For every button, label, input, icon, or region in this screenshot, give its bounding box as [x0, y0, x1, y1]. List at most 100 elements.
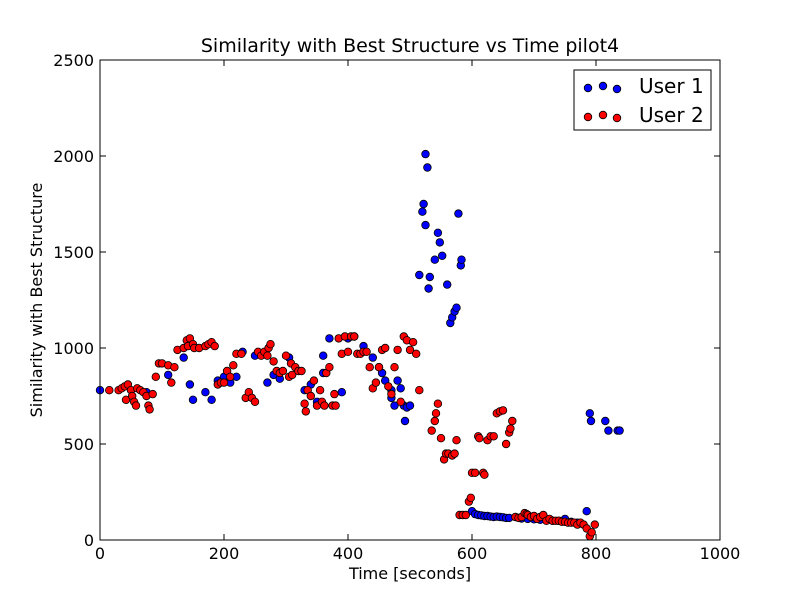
scatter-point-series-1 — [435, 238, 444, 247]
scatter-point-series-2 — [371, 378, 381, 387]
scatter-point-series-1 — [185, 380, 195, 389]
scatter-point-series-1 — [452, 303, 461, 312]
scatter-point-series-2 — [587, 528, 596, 537]
scatter-point-series-2 — [362, 347, 371, 356]
scatter-point-series-1 — [585, 409, 594, 418]
y-tick-label: 1000 — [53, 339, 94, 358]
scatter-point-series-2 — [131, 401, 141, 410]
y-axis-label: Similarity with Best Structure — [27, 183, 46, 418]
scatter-point-series-2 — [498, 406, 508, 415]
scatter-point-series-2 — [430, 416, 439, 426]
scatter-point-series-2 — [167, 378, 176, 387]
legend-marker — [583, 83, 593, 93]
scatter-point-series-1 — [423, 163, 432, 172]
x-tick-label: 400 — [333, 544, 364, 563]
scatter-point-series-1 — [263, 378, 272, 387]
scatter-point-series-2 — [250, 397, 260, 406]
scatter-point-series-2 — [320, 401, 329, 410]
scatter-point-series-2 — [121, 395, 131, 404]
scatter-point-series-2 — [393, 345, 402, 355]
scatter-point-series-1 — [188, 395, 198, 404]
scatter-point-series-2 — [436, 434, 446, 443]
scatter-point-series-2 — [390, 363, 399, 372]
x-axis: 0 200 400 600 800 1000 — [95, 60, 740, 563]
scatter-point-series-2 — [297, 366, 306, 376]
scatter-point-series-1 — [457, 255, 466, 264]
scatter-point-series-1 — [207, 395, 216, 404]
scatter-point-series-2 — [470, 468, 480, 477]
scatter-point-series-1 — [418, 207, 427, 216]
scatter-point-series-2 — [427, 426, 436, 435]
x-tick-label: 0 — [95, 544, 105, 563]
scatter-point-series-1 — [179, 353, 188, 362]
scatter-point-series-2 — [501, 439, 511, 449]
x-tick-label: 200 — [209, 544, 240, 563]
scatter-point-series-2 — [229, 361, 238, 370]
scatter-point-series-1 — [419, 199, 428, 209]
legend-marker — [598, 81, 608, 91]
scatter-point-series-2 — [170, 363, 179, 372]
scatter-point-series-1 — [421, 149, 430, 159]
scatter-point-series-1 — [319, 351, 328, 360]
legend-box — [573, 69, 712, 131]
scatter-point-series-1 — [368, 353, 377, 362]
scatter-point-series-2 — [225, 372, 235, 381]
scatter-point-series-1 — [582, 507, 591, 516]
y-tick-label: 0 — [84, 531, 94, 550]
scatter-point-series-2 — [281, 351, 291, 360]
x-tick-label: 1000 — [700, 544, 741, 563]
scatter-point-series-1 — [421, 220, 430, 230]
scatter-point-series-1 — [405, 401, 415, 410]
scatter-point-series-2 — [331, 401, 340, 410]
scatter-point-series-2 — [508, 416, 517, 426]
legend: User 1 User 2 — [573, 69, 712, 131]
legend-label-user-1: User 1 — [639, 74, 704, 98]
scatter-point-series-2 — [480, 470, 489, 479]
scatter-point-series-1 — [604, 426, 613, 435]
scatter-point-series-2 — [151, 372, 160, 381]
scatter-point-series-1 — [390, 401, 399, 410]
legend-entry-user-1: User 1 — [583, 74, 704, 98]
y-tick-label: 2000 — [53, 147, 94, 166]
scatter-point-series-2 — [461, 510, 470, 520]
legend-marker — [598, 110, 608, 120]
points-layer — [95, 149, 624, 541]
scatter-point-series-2 — [450, 449, 459, 458]
scatter-point-series-1 — [415, 270, 424, 280]
scatter-point-series-2 — [396, 397, 405, 406]
scatter-point-series-2 — [300, 399, 309, 408]
scatter-point-series-2 — [415, 386, 424, 395]
scatter-point-series-2 — [266, 340, 275, 349]
legend-entry-user-2: User 2 — [583, 103, 704, 127]
scatter-point-series-2 — [489, 432, 498, 441]
y-axis: 0 500 1000 1500 2000 2500 — [53, 51, 720, 550]
scatter-point-series-2 — [475, 434, 484, 443]
legend-markers-user-1 — [583, 81, 622, 94]
y-tick-label: 2500 — [53, 51, 94, 70]
scatter-point-series-2 — [405, 345, 415, 355]
scatter-point-series-1 — [430, 255, 439, 264]
scatter-point-series-1 — [163, 370, 173, 380]
scatter-point-series-2 — [452, 436, 461, 445]
scatter-point-series-1 — [425, 272, 434, 282]
scatter-point-series-1 — [443, 280, 452, 289]
scatter-point-series-2 — [350, 332, 359, 341]
scatter-point-series-1 — [396, 384, 405, 393]
legend-marker — [612, 113, 622, 123]
scatter-point-series-2 — [466, 493, 475, 502]
scatter-point-series-1 — [586, 416, 596, 426]
x-axis-label: Time [seconds] — [348, 564, 471, 583]
x-tick-label: 600 — [457, 544, 488, 563]
scatter-point-series-2 — [269, 357, 278, 366]
plot-area — [100, 60, 720, 540]
y-tick-label: 1500 — [53, 243, 94, 262]
scatter-point-series-2 — [278, 366, 288, 376]
scatter-point-series-2 — [365, 363, 374, 372]
legend-label-user-2: User 2 — [639, 103, 704, 127]
scatter-point-series-2 — [145, 405, 154, 414]
scatter-point-series-2 — [433, 399, 443, 408]
scatter-point-series-2 — [325, 363, 334, 372]
chart-title: Similarity with Best Structure vs Time p… — [201, 35, 619, 57]
legend-marker — [612, 84, 622, 94]
